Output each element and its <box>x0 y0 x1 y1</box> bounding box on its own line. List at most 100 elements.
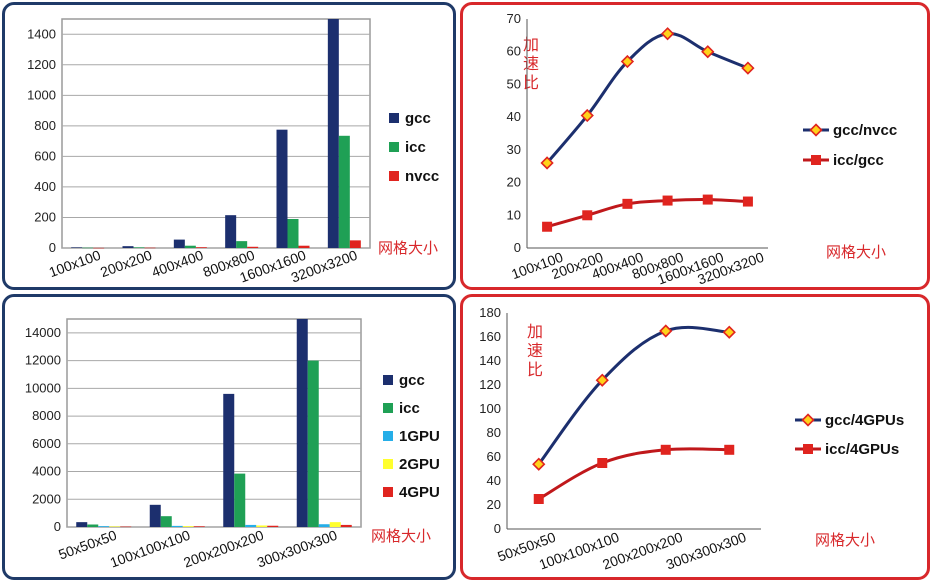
point-gcc/4GPUs-50x50x50 <box>532 457 546 471</box>
y-axis-label: 比 <box>523 74 539 92</box>
bar-4GPU-50x50x50 <box>120 526 132 528</box>
y-tick-label: 14000 <box>25 325 61 340</box>
y-tick-label: 0 <box>49 240 56 255</box>
legend-label-icc/4GPUs: icc/4GPUs <box>825 441 899 458</box>
bar-2GPU-100x100x100 <box>182 526 194 527</box>
legend-swatch-gcc <box>383 375 393 385</box>
y-tick-label: 1200 <box>27 57 56 72</box>
point-gcc/4GPUs-300x300x300 <box>722 325 736 339</box>
legend-label-gcc/4GPUs: gcc/4GPUs <box>825 412 904 429</box>
y-axis-label: 速 <box>523 55 539 73</box>
point-gcc/4GPUs-100x100x100 <box>595 373 609 387</box>
x-tick-label: 100x100x100 <box>108 527 193 571</box>
point-gcc/4GPUs-200x200x200 <box>659 324 673 338</box>
y-tick-label: 10 <box>507 207 521 222</box>
y-axis-label: 加 <box>527 323 543 341</box>
y-axis-label: 比 <box>527 361 543 379</box>
bar-gcc-50x50x50 <box>76 522 88 527</box>
x-axis-label: 网格大小 <box>826 244 886 261</box>
bar-icc-100x100x100 <box>160 516 172 527</box>
bar-icc-1600x1600 <box>287 218 299 248</box>
bar-nvcc-800x800 <box>247 246 259 248</box>
legend-label-4GPU: 4GPU <box>399 484 440 501</box>
point-gcc/nvcc-200x200 <box>580 108 594 123</box>
point-icc/gcc-100x100 <box>542 221 553 232</box>
point-icc/4GPUs-100x100x100 <box>597 458 608 468</box>
y-tick-label: 0 <box>514 240 521 255</box>
bar-gcc-100x100 <box>71 247 83 248</box>
bar-gcc-800x800 <box>225 215 237 248</box>
y-tick-label: 8000 <box>32 408 61 423</box>
y-tick-label: 80 <box>487 425 501 440</box>
plot-area <box>61 18 371 249</box>
series-line-icc/gcc <box>546 198 748 229</box>
bar-icc-800x800 <box>236 241 248 248</box>
y-tick-label: 10000 <box>25 380 61 395</box>
legend-marker-icc/4GPUs <box>803 444 813 454</box>
legend-marker-gcc/nvcc <box>809 123 823 137</box>
y-tick-label: 180 <box>479 305 501 320</box>
y-tick-label: 100 <box>479 401 501 416</box>
bar-gcc-200x200x200 <box>223 393 235 527</box>
y-tick-label: 60 <box>507 44 521 59</box>
legend-label-gcc/nvcc: gcc/nvcc <box>833 122 897 139</box>
y-tick-label: 30 <box>507 142 521 157</box>
x-tick-label: 300x300x300 <box>255 527 340 571</box>
y-tick-label: 800 <box>34 118 56 133</box>
y-tick-label: 600 <box>34 148 56 163</box>
legend-label-icc: icc <box>405 139 426 156</box>
bar-2GPU-50x50x50 <box>109 526 121 527</box>
legend-label-gcc: gcc <box>405 110 431 127</box>
point-gcc/nvcc-100x100 <box>540 156 554 170</box>
bar-4GPU-100x100x100 <box>193 526 205 527</box>
bar-4GPU-200x200x200 <box>267 525 279 527</box>
legend-marker-icc/gcc <box>811 155 821 165</box>
legend-label-icc/gcc: icc/gcc <box>833 152 884 169</box>
bar-1GPU-200x200x200 <box>245 524 257 527</box>
bar-nvcc-3200x3200 <box>349 240 361 248</box>
bar-nvcc-100x100 <box>93 247 105 249</box>
bar-gcc-400x400 <box>173 239 185 248</box>
point-gcc/nvcc-800x800 <box>660 27 675 41</box>
bar-1GPU-50x50x50 <box>98 526 110 527</box>
y-tick-label: 200 <box>34 209 56 224</box>
bar-nvcc-1600x1600 <box>298 245 310 248</box>
point-gcc/nvcc-3200x3200 <box>741 61 755 75</box>
y-tick-label: 12000 <box>25 353 61 368</box>
point-gcc/nvcc-400x400 <box>620 54 635 69</box>
y-tick-label: 2000 <box>32 491 61 506</box>
bar-chart-runtime-2d: 0200400600800100012001400耗时(s)网格大小100x10… <box>27 18 439 286</box>
legend-swatch-1GPU <box>383 431 393 441</box>
bar-icc-100x100 <box>82 247 94 249</box>
bar-icc-200x200 <box>133 247 145 248</box>
y-tick-label: 20 <box>487 497 501 512</box>
x-tick-label: 200x200x200 <box>181 527 266 571</box>
x-axis-label: 网格大小 <box>815 532 875 549</box>
series-line-icc/4GPUs <box>538 447 730 501</box>
legend-label-nvcc: nvcc <box>405 168 439 185</box>
point-gcc/nvcc-1600x1600 <box>701 45 715 59</box>
panel-speedup-3d: 0 20 40 60 80 100 120 140 160 180 加速比网格大小 50x50x50 1… <box>460 294 930 580</box>
legend-label-gcc: gcc <box>399 372 425 389</box>
y-tick-label: 6000 <box>32 436 61 451</box>
point-icc/gcc-800x800 <box>662 195 673 206</box>
line-chart-speedup-3d: 020406080100120140160180加速比网格大小50x50x501… <box>479 305 904 573</box>
point-icc/4GPUs-300x300x300 <box>724 444 735 455</box>
bar-gcc-1600x1600 <box>276 129 288 248</box>
bar-gcc-300x300x300 <box>296 319 308 527</box>
panel-speedup-2d: 0 10 20 30 40 50 60 70 加速比网格大小 100x100 200x200 400x… <box>460 2 930 290</box>
y-tick-label: 140 <box>479 353 501 368</box>
y-tick-label: 1400 <box>27 26 56 41</box>
bar-nvcc-400x400 <box>195 247 207 248</box>
line-chart-speedup-2d: 010203040506070加速比网格大小100x100200x200400x… <box>507 11 898 288</box>
panel-runtime-2d: 0200400600800100012001400耗时(s)网格大小100x10… <box>2 2 456 290</box>
legend-swatch-2GPU <box>383 459 393 469</box>
bar-chart-runtime-3d: 02000400060008000100001200014000耗时(s)网格大… <box>25 318 440 571</box>
y-tick-label: 40 <box>507 109 521 124</box>
y-tick-label: 50 <box>507 76 521 91</box>
bar-gcc-100x100x100 <box>149 504 161 527</box>
legend-swatch-nvcc <box>389 171 399 181</box>
y-tick-label: 60 <box>487 449 501 464</box>
legend-label-icc: icc <box>399 400 420 417</box>
point-icc/gcc-3200x3200 <box>742 196 753 207</box>
